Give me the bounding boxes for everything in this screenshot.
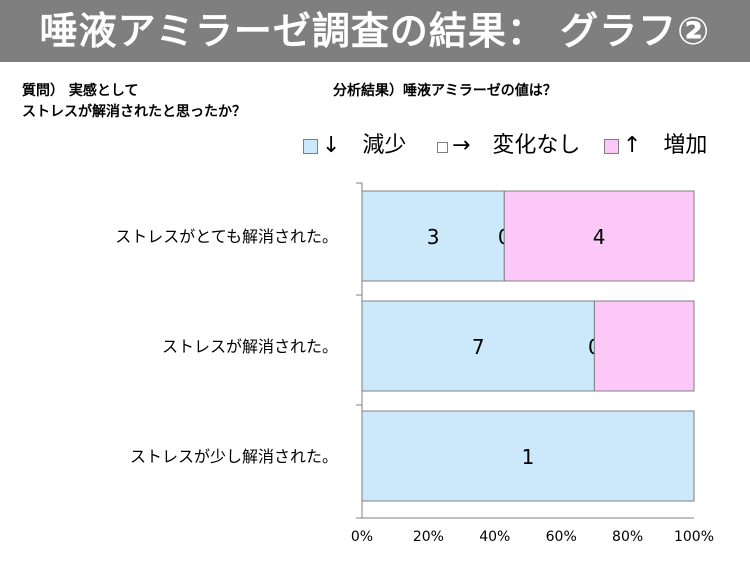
- x-tick-label: 40%: [479, 529, 510, 545]
- x-tick-label: 20%: [413, 529, 444, 545]
- legend-swatch-increase: [604, 139, 619, 154]
- x-tick-label: 60%: [546, 529, 577, 545]
- bar-segment: [361, 190, 505, 282]
- legend-swatch-no-change: [437, 142, 448, 153]
- bar-segment: [503, 190, 695, 282]
- data-label: 4: [593, 225, 606, 249]
- question-text: ストレスが解消されたと思ったか？: [22, 104, 246, 120]
- x-tick-label: 100%: [674, 529, 714, 545]
- data-label: 3: [427, 225, 440, 249]
- category-label: ストレスがとても解消された。: [115, 227, 338, 246]
- category-label: ストレスが解消された。: [162, 337, 338, 356]
- legend-swatch-decrease: [303, 139, 318, 154]
- legend-label-increase: ↑ 増加: [623, 133, 708, 158]
- x-tick-label: 80%: [612, 529, 643, 545]
- legend-label-decrease: ↓ 減少: [322, 133, 407, 158]
- bar-segment: [593, 300, 695, 392]
- chart-legend: ↓ 減少 → 変化なし ↑ 増加: [0, 131, 750, 161]
- data-label: 7: [472, 335, 485, 359]
- bar-segment: [361, 300, 595, 392]
- data-label: 1: [522, 445, 535, 469]
- slide-title: 唾液アミラーゼ調査の結果： グラフ②: [39, 9, 711, 53]
- title-bar: [0, 0, 750, 62]
- category-label: ストレスが少し解消された。: [130, 447, 338, 466]
- question-label: 質問） 実感として: [22, 83, 139, 99]
- result-label: 分析結果）唾液アミラーゼの値は？: [333, 83, 557, 99]
- bar-segment: [361, 410, 695, 502]
- x-tick-label: 0%: [351, 529, 373, 545]
- legend-label-no-change: → 変化なし: [452, 133, 581, 158]
